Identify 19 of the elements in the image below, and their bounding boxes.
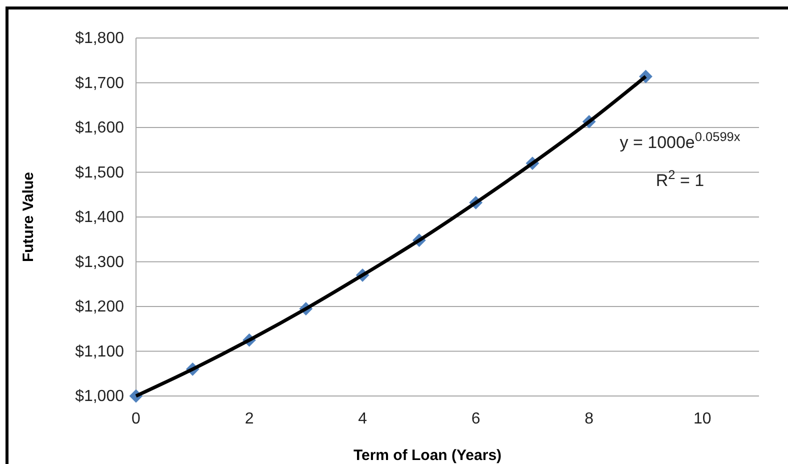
y-tick-label: $1,100 [75, 343, 124, 360]
annotation: y = 1000e$^{0.0599x}$ [620, 128, 741, 152]
y-tick-label: $1,300 [75, 254, 124, 271]
x-tick-label: 4 [358, 410, 368, 428]
y-tick-label: $1,600 [75, 120, 124, 137]
y-tick-label: $1,500 [75, 164, 124, 182]
x-tick-label: 8 [584, 410, 594, 428]
y-axis-title: Future Value [20, 172, 37, 262]
y-tick-label: $1,700 [75, 74, 124, 92]
y-tick-label: $1,800 [75, 30, 124, 48]
x-tick-label: 6 [471, 410, 480, 428]
y-tick-label: $1,000 [75, 388, 124, 406]
x-tick-label: 0 [132, 410, 141, 428]
annotation: R$^{2}$ = 1 [656, 166, 704, 190]
x-tick-label: 2 [244, 410, 254, 428]
x-tick-label: 10 [693, 410, 712, 428]
y-tick-label: $1,200 [75, 298, 124, 316]
x-axis-title: Term of Loan (Years) [353, 447, 502, 464]
y-tick-label: $1,400 [75, 209, 124, 226]
